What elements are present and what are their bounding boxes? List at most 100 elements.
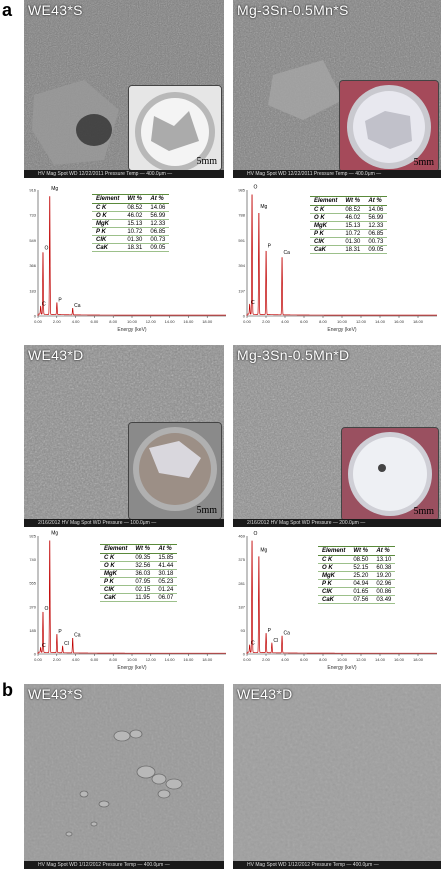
table-row: ClK 01.30 00.73: [310, 237, 388, 246]
panel-a-letter: a: [2, 0, 13, 20]
x-axis-label: Energy (keV): [327, 665, 357, 671]
table-cell: ClK: [318, 587, 350, 596]
table-cell: 30.18: [154, 569, 178, 578]
table-cell: MgK: [100, 569, 132, 578]
sem-texture: [24, 684, 224, 869]
image-label: WE43*S: [28, 686, 83, 702]
table-row: C K 08.52 14.06: [310, 205, 388, 214]
table-header: Wt %: [349, 546, 373, 556]
sem-statusbar: 2/16/2012 HV Mag Spot WD Pressure — 100.…: [24, 519, 224, 527]
x-tick-label: 10.00: [337, 657, 348, 662]
table-cell: 13.10: [372, 555, 396, 564]
sem-image-b-we43-d: WE43*D HV Mag Spot WD 1/12/2012 Pressure…: [233, 684, 441, 869]
table-cell: C K: [318, 555, 350, 564]
eds-table-2: Element Wt % At % C K 08.52 14.06 O K 46.02 56.9…: [310, 196, 388, 254]
table-header: Element: [310, 196, 342, 206]
y-tick-label: 187: [238, 604, 245, 609]
y-tick-label: 0: [243, 314, 246, 319]
y-tick-label: 469: [238, 534, 245, 539]
table-cell: 10.72: [341, 229, 365, 238]
table-cell: 00.86: [372, 587, 396, 596]
eds-spectrum-plot: 0 185 370 555 740 925 0.00 2.00 4.00 6.00 8.00 10.0…: [29, 531, 226, 671]
image-label: WE43*D: [237, 686, 293, 702]
x-tick-label: 8.00: [319, 657, 328, 662]
peak-label: Mg: [260, 204, 267, 210]
x-tick-label: 0.00: [243, 319, 252, 324]
y-tick-label: 0: [243, 652, 246, 657]
x-tick-label: 18.00: [413, 319, 424, 324]
image-label: WE43*D: [28, 347, 84, 363]
table-header: At %: [154, 544, 178, 554]
table-row: MgK 15.13 12.33: [310, 221, 388, 230]
x-tick-label: 2.00: [53, 657, 62, 662]
macro-photo-inset: 5mm: [128, 85, 222, 171]
table-cell: CaK: [310, 245, 342, 254]
table-cell: O K: [310, 213, 342, 222]
table-cell: 00.73: [364, 237, 388, 246]
image-label: Mg-3Sn-0.5Mn*D: [237, 347, 350, 363]
table-cell: 01.30: [123, 235, 147, 244]
table-row: ClK 01.65 00.86: [318, 587, 396, 596]
spectrum-trace: [37, 196, 226, 317]
x-tick-label: 18.00: [202, 657, 213, 662]
table-header: At %: [364, 196, 388, 206]
table-cell: 12.33: [146, 219, 170, 228]
sample-disc-photo: [129, 423, 221, 519]
image-label: WE43*S: [28, 2, 83, 18]
peak-label: O: [254, 185, 258, 191]
eds-spectrum-plot: 0 93 187 281 375 469 0.00 2.00 4.00 6.00 8.00 10.00…: [238, 531, 437, 671]
sem-statusbar: 2/16/2012 HV Mag Spot WD Pressure — 200.…: [233, 519, 441, 527]
table-row: CaK 18.31 09.05: [92, 243, 170, 252]
table-row: CaK 11.95 06.07: [100, 593, 178, 602]
table-cell: 02.15: [131, 585, 155, 594]
table-row: C K 08.50 13.10: [318, 555, 396, 564]
peak-label: P: [58, 298, 62, 304]
x-tick-label: 12.00: [146, 319, 157, 324]
sample-disc-photo: [342, 428, 438, 520]
peak-label: O: [44, 245, 48, 251]
y-tick-label: 185: [29, 628, 36, 633]
x-tick-label: 2.00: [262, 319, 271, 324]
x-tick-label: 14.00: [375, 319, 386, 324]
scale-bar-label: 5mm: [413, 506, 434, 517]
table-cell: 04.94: [349, 579, 373, 588]
x-tick-label: 6.00: [300, 319, 309, 324]
table-cell: 01.24: [154, 585, 178, 594]
table-cell: O K: [100, 561, 132, 570]
table-cell: P K: [92, 227, 124, 236]
x-tick-label: 4.00: [72, 657, 81, 662]
table-cell: 10.72: [123, 227, 147, 236]
table-row: ClK 02.15 01.24: [100, 585, 178, 594]
table-cell: 19.20: [372, 571, 396, 580]
peak-label: C: [251, 640, 255, 646]
y-tick-label: 93: [241, 628, 246, 633]
table-cell: 03.49: [372, 595, 396, 604]
peak-label: Ca: [74, 633, 81, 639]
sem-texture: [233, 684, 441, 869]
y-tick-label: 555: [29, 581, 36, 586]
table-cell: 41.44: [154, 561, 178, 570]
table-cell: ClK: [100, 585, 132, 594]
table-cell: 01.65: [349, 587, 373, 596]
y-tick-label: 788: [238, 213, 245, 218]
table-cell: 02.96: [372, 579, 396, 588]
table-row: CaK 18.31 09.05: [310, 245, 388, 254]
table-cell: ClK: [310, 237, 342, 246]
spectrum-trace: [246, 540, 437, 655]
table-cell: 09.05: [364, 245, 388, 254]
peak-label: C: [42, 643, 46, 649]
table-cell: 14.06: [364, 205, 388, 214]
eds-table-1: Element Wt % At % C K 08.52 14.06 O K 46.02 56.9…: [92, 194, 170, 252]
y-tick-label: 549: [29, 238, 36, 243]
table-header: Element: [100, 544, 132, 554]
macro-photo-inset: 5mm: [339, 80, 439, 172]
x-tick-label: 6.00: [91, 657, 100, 662]
y-tick-label: 366: [29, 263, 36, 268]
table-row: C K 08.52 14.06: [92, 203, 170, 212]
sem-image-mg3sn-s: 5mm Mg-3Sn-0.5Mn*S HV Mag Spot WD 12/22/…: [233, 0, 441, 178]
table-cell: 52.15: [349, 563, 373, 572]
x-tick-label: 12.00: [356, 657, 367, 662]
table-cell: 18.31: [123, 243, 147, 252]
sem-statusbar: HV Mag Spot WD 1/12/2012 Pressure Temp —…: [24, 861, 224, 869]
peak-label: P: [268, 628, 272, 634]
